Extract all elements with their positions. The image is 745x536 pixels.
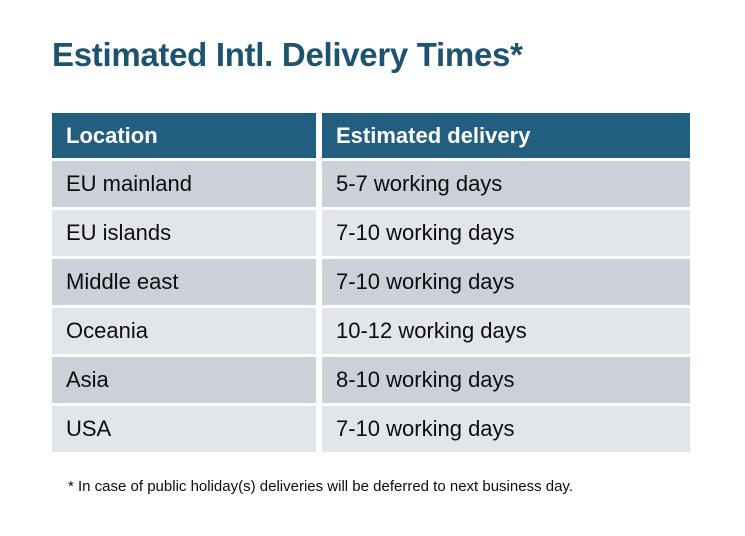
table-row: USA 7-10 working days bbox=[52, 406, 690, 452]
cell-location: Oceania bbox=[52, 308, 316, 354]
column-gutter bbox=[316, 406, 322, 452]
table-row: Middle east 7-10 working days bbox=[52, 259, 690, 305]
cell-location: EU islands bbox=[52, 210, 316, 256]
cell-location: Asia bbox=[52, 357, 316, 403]
table-header-row: Location Estimated delivery bbox=[52, 113, 690, 158]
column-gutter bbox=[316, 113, 322, 158]
column-gutter bbox=[316, 308, 322, 354]
column-gutter bbox=[316, 161, 322, 207]
column-gutter bbox=[316, 357, 322, 403]
column-gutter bbox=[316, 259, 322, 305]
cell-estimated-delivery: 7-10 working days bbox=[322, 406, 690, 452]
column-header-location: Location bbox=[52, 113, 316, 158]
table-row: Asia 8-10 working days bbox=[52, 357, 690, 403]
table-row: Oceania 10-12 working days bbox=[52, 308, 690, 354]
cell-estimated-delivery: 8-10 working days bbox=[322, 357, 690, 403]
table-row: EU mainland 5-7 working days bbox=[52, 161, 690, 207]
page-title: Estimated Intl. Delivery Times* bbox=[52, 36, 523, 73]
cell-estimated-delivery: 5-7 working days bbox=[322, 161, 690, 207]
cell-location: USA bbox=[52, 406, 316, 452]
cell-location: EU mainland bbox=[52, 161, 316, 207]
table-row: EU islands 7-10 working days bbox=[52, 210, 690, 256]
column-gutter bbox=[316, 210, 322, 256]
cell-location: Middle east bbox=[52, 259, 316, 305]
cell-estimated-delivery: 7-10 working days bbox=[322, 210, 690, 256]
column-header-estimated-delivery: Estimated delivery bbox=[322, 113, 690, 158]
cell-estimated-delivery: 7-10 working days bbox=[322, 259, 690, 305]
footnote: * In case of public holiday(s) deliverie… bbox=[68, 478, 573, 495]
delivery-times-table: Location Estimated delivery EU mainland … bbox=[52, 113, 690, 452]
cell-estimated-delivery: 10-12 working days bbox=[322, 308, 690, 354]
